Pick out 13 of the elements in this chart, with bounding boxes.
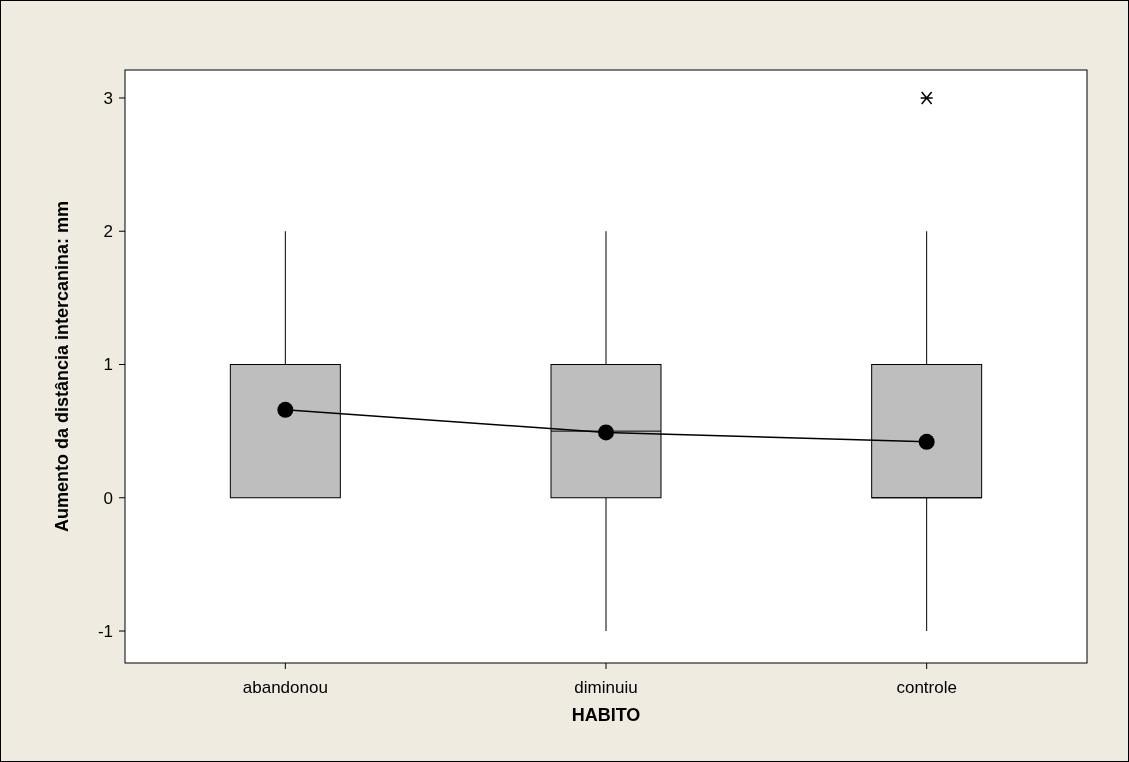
point (598, 424, 614, 441)
y-axis-title: Aumento da distância intercanina: mm (52, 200, 72, 533)
point (918, 433, 935, 450)
x-tick-label: controle (896, 678, 957, 697)
x-tick-label: abandonou (242, 678, 328, 697)
x-tick-label: diminuiu (574, 678, 638, 697)
y-tick-label: 0 (103, 488, 113, 508)
y-tick-label: 1 (103, 355, 113, 375)
point (277, 401, 294, 418)
y-tick-label: 2 (103, 222, 113, 242)
y-tick-label: -1 (97, 621, 113, 641)
y-tick-label: 3 (103, 88, 113, 108)
x-axis-title: HABITO (571, 705, 641, 725)
